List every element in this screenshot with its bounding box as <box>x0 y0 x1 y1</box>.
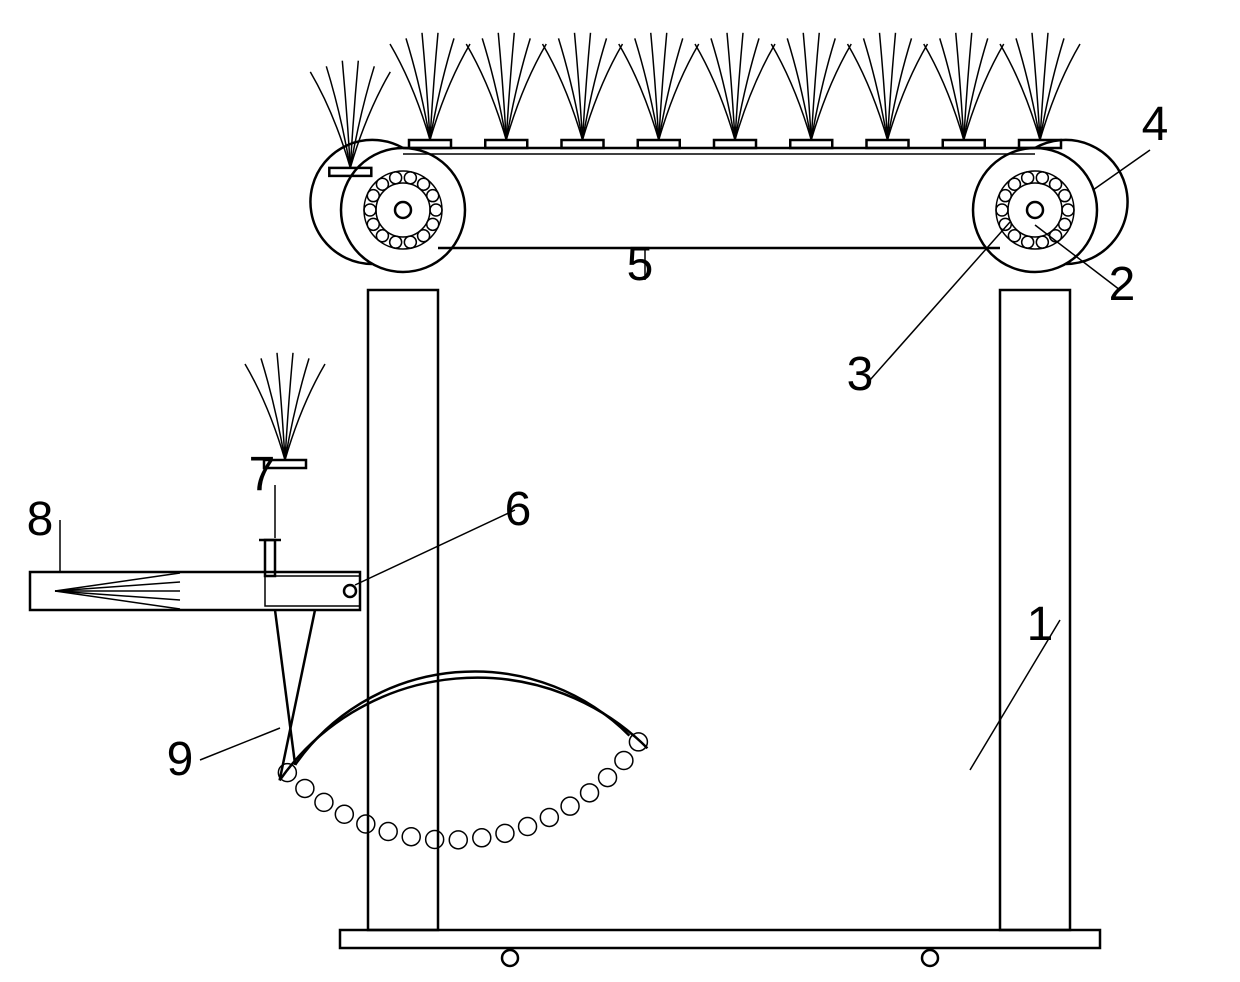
technical-drawing: 1 2 3 4 5 6 7 8 9 <box>0 0 1240 982</box>
callout-5: 5 <box>627 238 654 291</box>
callout-8: 8 <box>27 493 54 546</box>
callout-3: 3 <box>847 348 874 401</box>
callout-4: 4 <box>1142 98 1169 151</box>
callout-7: 7 <box>249 448 276 501</box>
callout-9: 9 <box>167 733 194 786</box>
callout-2: 2 <box>1109 258 1136 311</box>
callout-1: 1 <box>1027 598 1054 651</box>
callout-6: 6 <box>505 483 532 536</box>
